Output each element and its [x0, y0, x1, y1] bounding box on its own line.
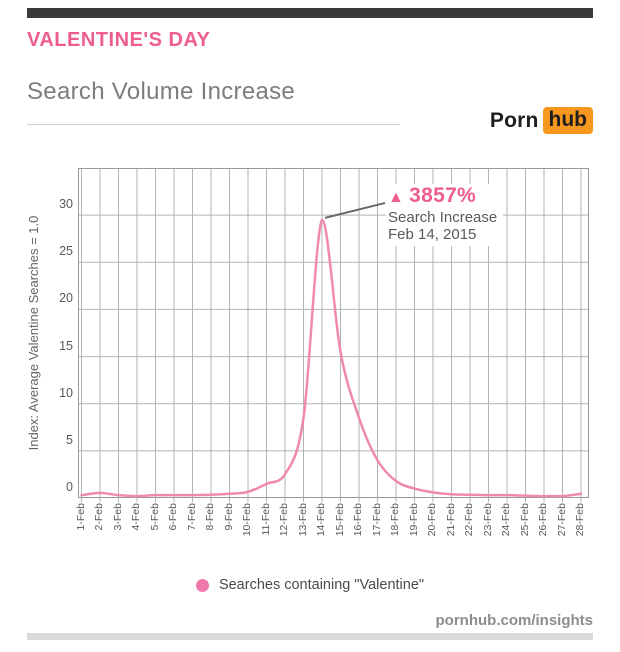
x-tick-label: 7-Feb [185, 503, 198, 531]
annotation-line1: Search Increase [388, 208, 498, 226]
x-tick-label: 22-Feb [463, 503, 475, 537]
logo-text-hub: hub [548, 108, 587, 131]
legend: Searches containing "Valentine" [0, 577, 620, 593]
x-tick-label: 6-Feb [167, 503, 179, 531]
x-tick-label: 18-Feb [389, 503, 401, 537]
y-tick-label: 25 [59, 244, 73, 259]
top-accent-bar [27, 8, 593, 18]
legend-label: Searches containing "Valentine" [218, 577, 425, 593]
x-tick-label: 5-Feb [148, 503, 161, 531]
x-tick-label: 28-Feb [574, 503, 586, 537]
x-tick-label: 15-Feb [333, 503, 346, 537]
footer-site-text: pornhub.com/insights [435, 612, 594, 629]
annotation-line2: Feb 14, 2015 [388, 226, 477, 244]
page-title: Search Volume Increase [27, 78, 296, 105]
peak-annotation: ▲ 3857% Search Increase Feb 14, 2015 [386, 184, 504, 247]
x-tick-label: 9-Feb [222, 503, 235, 531]
x-tick-label: 17-Feb [370, 503, 383, 537]
x-tick-label: 23-Feb [481, 503, 494, 537]
up-triangle-icon: ▲ [388, 189, 405, 206]
logo-hub-badge: hub [542, 107, 593, 134]
x-tick-label: 25-Feb [518, 503, 531, 537]
x-tick-label: 4-Feb [130, 503, 142, 531]
x-tick-label: 12-Feb [278, 503, 290, 537]
x-tick-label: 24-Feb [500, 503, 512, 537]
chart [78, 168, 589, 506]
callout-line [324, 202, 386, 219]
x-tick-label: 1-Feb [74, 503, 87, 531]
x-tick-label: 13-Feb [296, 503, 309, 537]
x-tick-label: 2-Feb [93, 503, 105, 531]
x-tick-label: 3-Feb [111, 503, 124, 531]
y-tick-label: 15 [59, 338, 73, 353]
x-tick-label: 14-Feb [315, 503, 327, 537]
x-tick-label: 11-Feb [259, 503, 272, 536]
header-divider [27, 124, 400, 125]
annotation-value: 3857% [409, 184, 477, 207]
header-eyebrow: VALENTINE'S DAY [27, 29, 211, 51]
x-tick-label: 21-Feb [444, 503, 457, 537]
y-tick-label: 10 [59, 385, 73, 400]
x-tick-label: 27-Feb [555, 503, 568, 537]
x-tick-label: 26-Feb [537, 503, 549, 537]
annotation-value-row: ▲ 3857% [388, 184, 497, 209]
pornhub-logo: Porn hub [490, 107, 593, 134]
x-tick-label: 19-Feb [407, 503, 420, 537]
legend-marker-icon [195, 578, 209, 592]
logo-text-porn: Porn [489, 108, 539, 132]
y-tick-label: 0 [66, 480, 73, 494]
y-tick-label: 20 [59, 291, 73, 306]
chart-svg [78, 168, 589, 502]
x-tick-label: 16-Feb [352, 503, 364, 537]
series-line [80, 218, 583, 498]
y-tick-label: 5 [66, 432, 73, 447]
x-tick-label: 20-Feb [426, 503, 438, 537]
y-tick-label: 30 [59, 197, 73, 212]
bottom-accent-bar [27, 633, 593, 640]
x-tick-label: 8-Feb [204, 503, 216, 531]
x-tick-label: 10-Feb [241, 503, 253, 537]
